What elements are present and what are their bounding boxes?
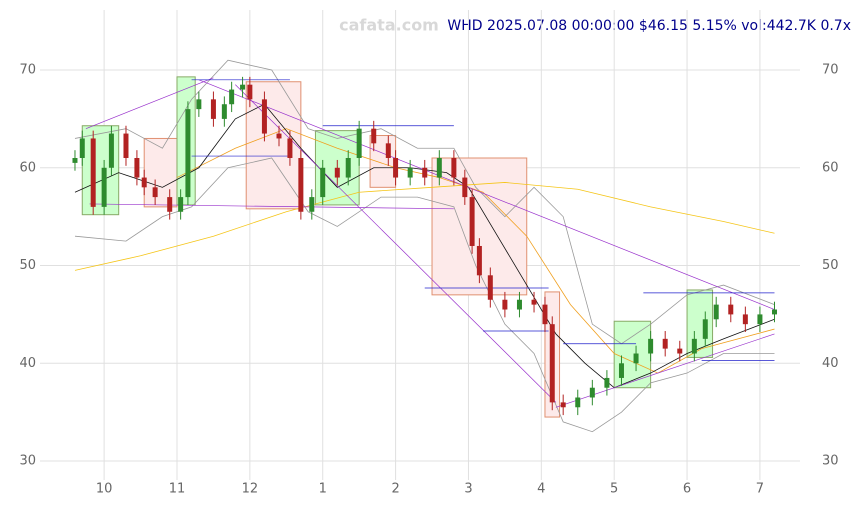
x-tick-label: 6 — [683, 482, 691, 497]
candle-body — [462, 177, 468, 198]
candle-body — [422, 167, 428, 178]
candle-body — [334, 167, 340, 178]
candle-body — [229, 89, 235, 105]
x-tick-label: 2 — [391, 482, 399, 497]
candle-body — [549, 324, 555, 403]
candle-body — [618, 363, 624, 378]
zone-box — [81, 125, 120, 216]
candle-body — [108, 133, 114, 168]
candle-body — [240, 84, 246, 90]
y-tick-label-right: 40 — [822, 356, 839, 371]
candle-body — [487, 275, 493, 300]
indicator-line — [74, 182, 775, 271]
zone-box — [245, 81, 302, 210]
candle-body — [210, 99, 216, 119]
candle-body — [502, 299, 508, 310]
candle-body — [298, 157, 304, 212]
y-tick-label: 40 — [19, 356, 36, 371]
candle-body — [221, 104, 227, 119]
candle-body — [371, 128, 377, 144]
trend-line — [198, 79, 775, 310]
candle-body — [79, 138, 85, 158]
candle-body — [677, 348, 683, 354]
candle-body — [436, 157, 442, 178]
candle-body — [662, 338, 668, 349]
trend-line — [89, 203, 454, 210]
candle-body — [309, 197, 315, 212]
candle-body — [407, 167, 413, 178]
candle-body — [633, 353, 639, 364]
candle-body — [287, 138, 293, 158]
x-tick-label: 3 — [464, 482, 472, 497]
candle-body — [648, 338, 654, 354]
x-tick-label: 11 — [169, 482, 186, 497]
candle-body — [261, 99, 267, 134]
x-tick-label: 7 — [756, 482, 764, 497]
candle-body — [356, 128, 362, 158]
candle-body — [451, 157, 457, 178]
candle-body — [728, 304, 734, 315]
trend-line — [235, 84, 557, 403]
indicator-line — [74, 103, 775, 389]
candle-body — [516, 299, 522, 310]
x-tick-label: 4 — [537, 482, 545, 497]
zone-box — [143, 137, 178, 208]
y-tick-label-right: 60 — [822, 160, 839, 175]
y-tick-label-right: 70 — [822, 63, 839, 78]
candle-body — [134, 157, 140, 178]
y-tick-label-right: 50 — [822, 258, 839, 273]
y-tick-label: 50 — [19, 258, 36, 273]
candle-body — [385, 143, 391, 158]
candle-body — [713, 304, 719, 320]
indicator-line — [74, 157, 775, 433]
candle-body — [178, 197, 184, 212]
x-tick-label: 5 — [610, 482, 618, 497]
candle-body — [247, 84, 253, 100]
candle-body — [771, 309, 777, 315]
x-tick-label: 12 — [242, 482, 259, 497]
candle-body — [345, 157, 351, 178]
candle-body — [72, 157, 78, 163]
candle-body — [101, 167, 107, 207]
candle-body — [196, 99, 202, 110]
candle-body — [531, 299, 537, 305]
y-tick-label: 70 — [19, 63, 36, 78]
x-tick-label: 1 — [319, 482, 327, 497]
candle-body — [185, 109, 191, 198]
candle-body — [575, 397, 581, 408]
trend-line — [85, 77, 214, 129]
candle-body — [123, 133, 129, 158]
candle-body — [167, 197, 173, 212]
candle-body — [276, 133, 282, 139]
x-tick-label: 10 — [96, 482, 113, 497]
indicator-line — [74, 59, 775, 345]
candle-body — [90, 138, 96, 207]
candle-body — [702, 319, 708, 339]
candle-body — [469, 197, 475, 246]
y-tick-label-right: 30 — [822, 454, 839, 469]
candle-body — [476, 245, 482, 276]
candle-body — [141, 177, 147, 188]
candle-body — [320, 167, 326, 198]
candle-body — [560, 402, 566, 408]
candle-body — [604, 377, 610, 388]
candle-body — [691, 338, 697, 354]
candle-body — [742, 314, 748, 325]
y-tick-label: 30 — [19, 454, 36, 469]
y-tick-label: 60 — [19, 160, 36, 175]
candle-body — [589, 387, 595, 398]
candle-body — [152, 187, 158, 198]
candle-body — [393, 157, 399, 178]
chart-title: WHD 2025.07.08 00:00:00 $46.15 5.15% vol… — [447, 18, 851, 34]
zone-box — [686, 289, 714, 358]
candle-body — [542, 304, 548, 325]
watermark: cafata.com — [339, 16, 439, 35]
candle-body — [757, 314, 763, 325]
